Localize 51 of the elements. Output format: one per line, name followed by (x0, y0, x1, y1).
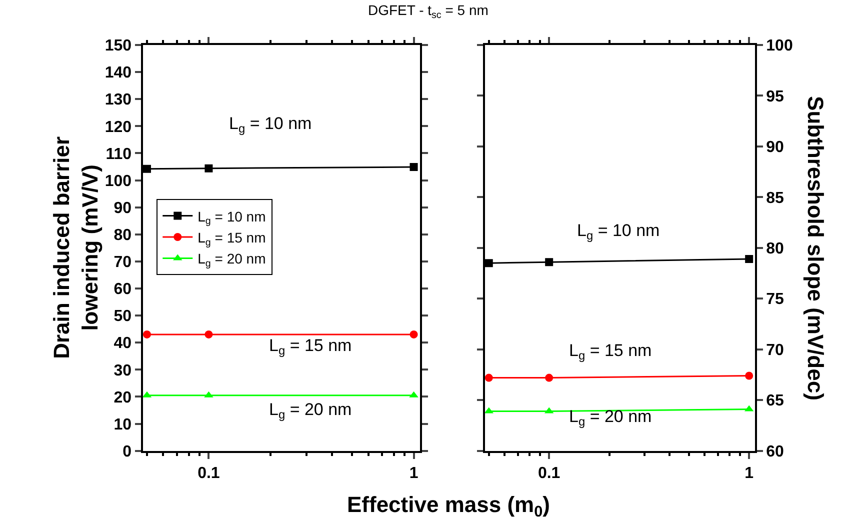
annotation: L$_{g}$ = 20 nm (569, 407, 652, 429)
y-tick-label: 50 (114, 308, 132, 326)
y-tick-label: 60 (766, 443, 784, 460)
y-tick-label: 30 (114, 362, 132, 380)
y-tick-label: 95 (766, 88, 784, 106)
x-tick-label: 1 (744, 465, 754, 482)
point (142, 164, 151, 173)
point (410, 163, 418, 171)
legend-label: L$_{g}$ = 20 nm (198, 250, 266, 270)
annotation: L$_{g}$ = 15 nm (569, 341, 652, 363)
point (410, 330, 418, 338)
point (484, 259, 493, 268)
y-tick-label: 130 (104, 92, 132, 109)
annotation: L$_{g}$ = 20 nm (269, 400, 352, 422)
y-tick-label: 65 (766, 392, 784, 410)
y2-axis-title: Subthreshold slope (mV/dec) (802, 96, 828, 400)
chart-title: DGFET - t$_{sc}$ = 5 nm (368, 2, 488, 21)
y-tick-label: 20 (114, 389, 132, 406)
legend-label: L$_{g}$ = 10 nm (198, 208, 266, 228)
y-tick-label: 100 (104, 172, 132, 190)
x-tick-label: 0.1 (198, 465, 220, 482)
point (745, 255, 754, 264)
y-tick-label: 75 (766, 291, 784, 308)
annotation: L$_{g}$ = 10 nm (577, 221, 660, 243)
point (484, 374, 493, 382)
y-tick-label: 85 (766, 190, 784, 207)
y-tick-label: 0 (122, 443, 132, 460)
y-tick-label: 70 (766, 342, 784, 359)
y-tick-label: 110 (106, 146, 132, 163)
point (484, 407, 494, 414)
x-tick-label: 0.1 (538, 465, 560, 482)
y-tick-label: 70 (114, 254, 132, 272)
point (142, 330, 151, 338)
annotation: L$_{g}$ = 15 nm (269, 336, 352, 358)
y-tick-label: 60 (114, 281, 132, 298)
y-tick-label: 80 (766, 240, 784, 258)
y-tick-label: 100 (766, 38, 793, 55)
annotation: L$_{g}$ = 10 nm (229, 114, 312, 136)
y-tick-label: 10 (114, 416, 132, 434)
y-axis-title: Drain induced barrier lowering (mV/V) (49, 136, 103, 359)
y-tick-label: 90 (114, 200, 132, 217)
y-tick-label: 150 (104, 38, 132, 55)
y-tick-label: 40 (114, 335, 132, 352)
point (745, 372, 754, 380)
y-tick-label: 90 (766, 139, 784, 156)
x-tick-label: 1 (409, 465, 418, 482)
y-tick-label: 80 (114, 226, 132, 244)
y-tick-label: 140 (104, 64, 132, 82)
y-tick-label: 120 (104, 118, 132, 136)
x-axis-title: Effective mass (m$_{0}$) (347, 492, 550, 521)
legend-label: L$_{g}$ = 15 nm (198, 229, 266, 248)
